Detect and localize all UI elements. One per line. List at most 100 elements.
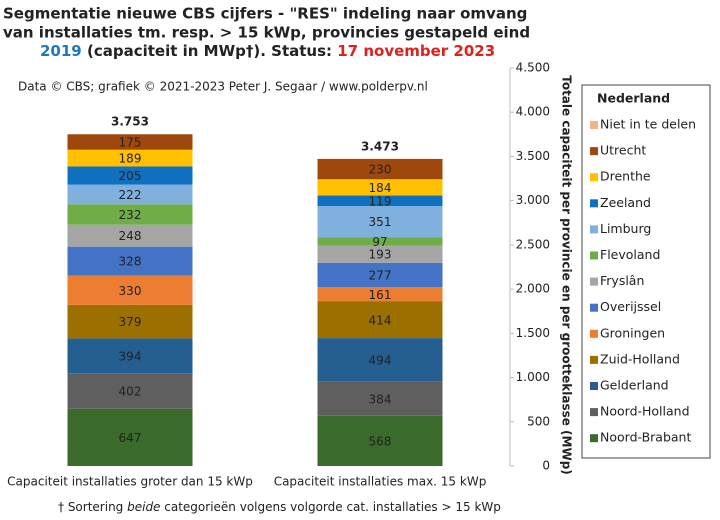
footnote-part: beide <box>127 500 160 514</box>
data-label: 494 <box>369 353 392 367</box>
data-label: 402 <box>119 384 142 398</box>
data-label: 351 <box>369 215 392 229</box>
bar-segment <box>67 149 193 167</box>
y-axis-label: Totale capaciteit per provincie en per g… <box>560 75 574 475</box>
legend-label: Zeeland <box>600 195 651 210</box>
data-label: 205 <box>119 169 142 183</box>
bar-segment <box>67 408 193 466</box>
data-label: 330 <box>119 284 142 298</box>
total-label: 3.473 <box>361 139 399 153</box>
chart-title: 2019 (capaciteit in MWp†). Status: 17 no… <box>40 42 495 60</box>
legend-label: Noord-Brabant <box>600 430 691 445</box>
y-tick-label: 0 <box>542 459 550 473</box>
legend-label: Limburg <box>600 221 651 236</box>
legend-swatch <box>590 147 598 156</box>
y-tick-label: 2.500 <box>516 237 550 251</box>
legend-label: Flevoland <box>600 247 660 262</box>
title-part: 2019 <box>40 42 82 60</box>
legend-swatch <box>590 382 598 390</box>
legend-label: Noord-Holland <box>600 404 690 419</box>
data-label: 184 <box>369 181 392 195</box>
bar-segment <box>317 237 443 246</box>
bar-segment <box>317 338 443 382</box>
legend-swatch <box>590 199 598 208</box>
bar-segment <box>317 158 443 180</box>
bar-segment <box>67 224 193 247</box>
data-label: 248 <box>119 229 142 243</box>
data-label: 161 <box>369 288 392 302</box>
y-tick-label: 1.000 <box>516 370 550 384</box>
bar-segment <box>67 134 193 150</box>
legend-swatch <box>590 303 598 312</box>
data-label: 119 <box>369 194 392 208</box>
data-label: 232 <box>119 208 142 222</box>
bar-segment <box>67 204 193 225</box>
legend-label: Gelderland <box>600 378 669 393</box>
data-label: 230 <box>369 163 392 177</box>
y-tick-label: 500 <box>527 414 550 428</box>
total-label: 3.753 <box>111 115 149 129</box>
data-label: 568 <box>369 434 392 448</box>
footnote: † Sortering beide categorieën volgens vo… <box>58 500 501 514</box>
bar-segment <box>317 195 443 207</box>
title-part: (capaciteit in MWp†). Status: <box>82 42 337 60</box>
legend-swatch <box>590 355 598 364</box>
data-label: 384 <box>369 392 392 406</box>
legend-swatch <box>590 277 598 286</box>
legend-swatch <box>590 225 598 234</box>
bar-segment <box>67 338 193 374</box>
legend-swatch <box>590 121 598 129</box>
bar-segment <box>317 206 443 238</box>
footnote-part: categorieën volgens volgorde cat. instal… <box>160 500 500 514</box>
x-tick-label: Capaciteit installaties groter dan 15 kW… <box>7 475 253 489</box>
chart-title: van installaties tm. resp. > 15 kWp, pro… <box>3 24 530 42</box>
legend-label: Drenthe <box>600 169 651 184</box>
bar-segment <box>317 262 443 288</box>
bar-segment <box>317 245 443 263</box>
y-tick-label: 1.500 <box>516 326 550 340</box>
footnote-part: † Sortering <box>58 500 127 514</box>
legend-label: Niet in te delen <box>600 117 696 132</box>
bar-segment <box>317 381 443 416</box>
legend-label: Zuid-Holland <box>600 351 680 366</box>
y-tick-label: 3.000 <box>516 193 550 207</box>
legend-swatch <box>590 408 598 417</box>
data-label: 222 <box>119 188 142 202</box>
bar-segment <box>67 304 193 339</box>
legend-swatch <box>590 251 598 260</box>
bar-segment <box>317 179 443 196</box>
legend-swatch <box>590 329 598 338</box>
bar-segment <box>67 166 193 185</box>
data-label: 414 <box>369 313 392 327</box>
bar-segment <box>317 301 443 339</box>
data-label: 175 <box>119 135 142 149</box>
legend-swatch <box>590 173 598 182</box>
bar-segment <box>67 275 193 305</box>
y-tick-label: 3.500 <box>516 149 550 163</box>
data-label: 647 <box>119 431 142 445</box>
legend-label: Overijssel <box>600 299 661 314</box>
data-label: 193 <box>369 248 392 262</box>
subtitle: Data © CBS; grafiek © 2021-2023 Peter J.… <box>18 80 428 94</box>
legend-box <box>581 84 711 459</box>
y-tick-label: 4.500 <box>516 61 550 75</box>
data-label: 277 <box>369 269 392 283</box>
data-label: 379 <box>119 315 142 329</box>
y-tick-label: 2.000 <box>516 282 550 296</box>
data-label: 328 <box>119 255 142 269</box>
data-label: 97 <box>372 235 387 249</box>
title-part: 17 november 2023 <box>337 42 495 60</box>
x-tick-label: Capaciteit installaties max. 15 kWp <box>274 475 487 489</box>
bar-segment <box>67 373 193 409</box>
bar-segment <box>317 287 443 302</box>
bar-segment <box>67 246 193 276</box>
chart-title: Segmentatie nieuwe CBS cijfers - "RES" i… <box>3 5 527 23</box>
data-label: 394 <box>119 349 142 363</box>
legend-title: Nederland <box>597 91 670 106</box>
y-tick-label: 4.000 <box>516 105 550 119</box>
legend-label: Fryslân <box>600 273 644 288</box>
legend-label: Utrecht <box>600 143 646 158</box>
bar-segment <box>67 184 193 205</box>
bar-segment <box>317 415 443 466</box>
